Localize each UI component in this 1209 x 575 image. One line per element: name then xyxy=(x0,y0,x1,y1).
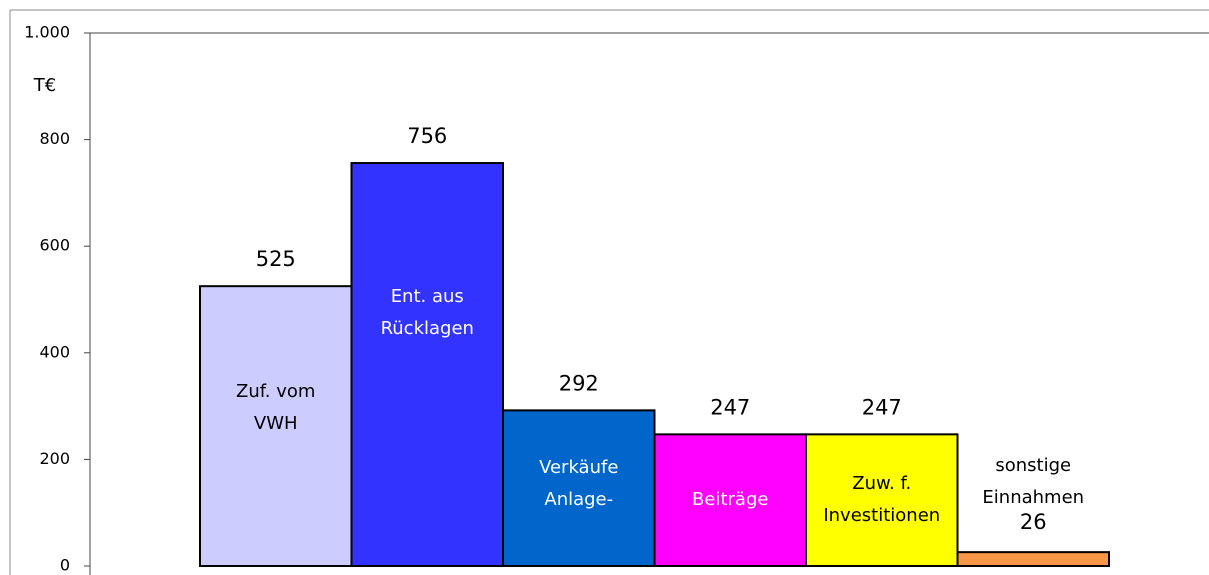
category-label: Einnahmen xyxy=(982,487,1084,508)
y-tick-label: 600 xyxy=(39,236,70,255)
value-label: 26 xyxy=(1020,510,1047,534)
category-label: Verkäufe xyxy=(539,457,618,478)
category-label: Investitionen xyxy=(823,505,940,526)
bar xyxy=(805,433,959,567)
value-label: 292 xyxy=(559,371,599,395)
value-label: 247 xyxy=(862,395,902,419)
category-label: Anlage- xyxy=(544,489,613,510)
category-label: Rücklagen xyxy=(381,318,474,339)
y-tick-label: 200 xyxy=(39,449,70,468)
y-tick-label: 800 xyxy=(39,129,70,148)
bar xyxy=(956,551,1110,568)
category-label: Beiträge xyxy=(692,489,768,510)
category-label: Zuw. f. xyxy=(852,473,911,494)
y-tick-label: 0 xyxy=(60,556,70,575)
bar xyxy=(653,433,807,567)
value-label: 247 xyxy=(710,395,750,419)
y-axis-label: T€ xyxy=(33,75,56,96)
value-label: 525 xyxy=(256,247,296,271)
value-label: 756 xyxy=(407,124,447,148)
category-label: VWH xyxy=(254,413,298,434)
bar xyxy=(502,409,656,568)
category-label: sonstige xyxy=(995,455,1071,476)
y-tick-label: 1.000 xyxy=(24,23,70,42)
category-label: Ent. aus xyxy=(391,286,464,307)
category-label: Zuf. vom xyxy=(236,381,315,402)
y-tick-label: 400 xyxy=(39,342,70,361)
bar xyxy=(350,162,504,567)
